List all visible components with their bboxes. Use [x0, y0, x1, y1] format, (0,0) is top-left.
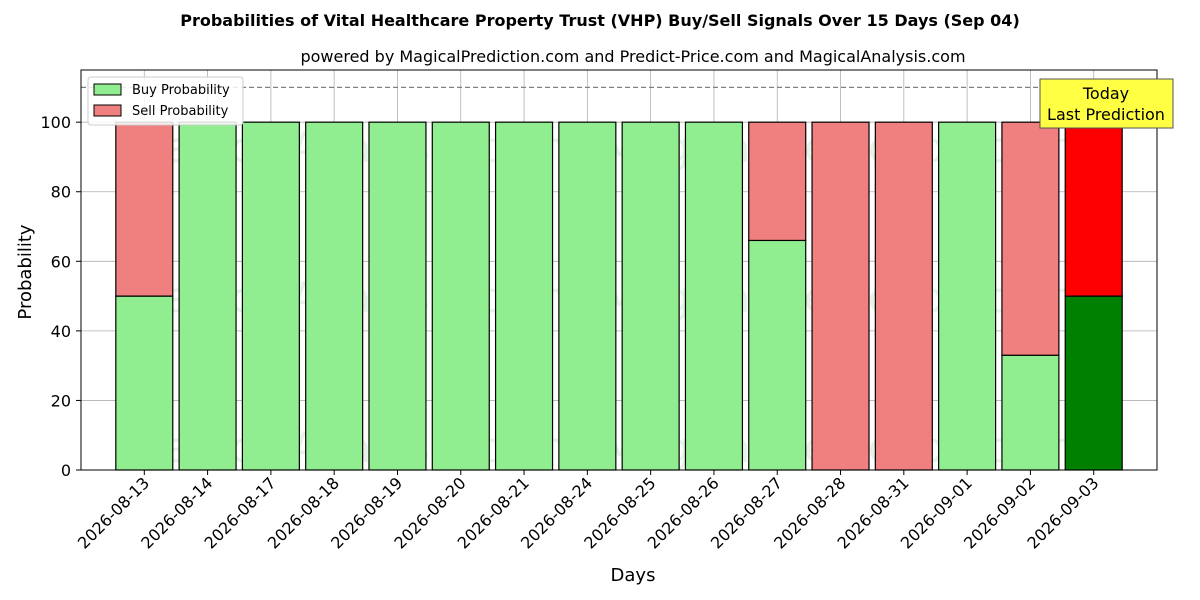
legend-swatch	[93, 104, 122, 117]
legend: Buy Probability Sell Probability	[87, 76, 244, 126]
sell-bar	[811, 121, 870, 471]
buy-bar	[368, 121, 427, 471]
y-tick-label: 0	[61, 461, 71, 480]
buy-bar	[621, 121, 680, 471]
annotation-box	[1039, 78, 1174, 129]
buy-bar	[938, 121, 997, 471]
sell-bar	[874, 121, 933, 471]
sell-bar	[1064, 121, 1123, 297]
chart-subtitle: powered by MagicalPrediction.com and Pre…	[300, 47, 965, 66]
y-axis-label: Probability	[15, 224, 36, 319]
y-tick-label: 20	[51, 391, 71, 410]
buy-bar	[178, 121, 237, 471]
sell-bar	[748, 121, 807, 242]
buy-bar	[305, 121, 364, 471]
buy-bar	[241, 121, 300, 471]
buy-bar	[558, 121, 617, 471]
buy-bar	[115, 295, 174, 471]
buy-bar	[684, 121, 744, 471]
buy-bar	[748, 239, 807, 471]
y-tick-label: 60	[51, 252, 71, 271]
y-tick-label: 80	[51, 183, 71, 202]
chart-title: Probabilities of Vital Healthcare Proper…	[180, 11, 1020, 30]
plot-frame	[80, 69, 1158, 471]
buy-bar	[1064, 295, 1123, 471]
buy-bar	[431, 121, 490, 471]
today-annotation: Today Last Prediction	[1039, 78, 1174, 129]
buy-bar	[1001, 354, 1060, 471]
legend-label: Buy Probability	[132, 83, 230, 98]
sell-bar	[115, 121, 174, 297]
sell-bar	[1001, 121, 1060, 356]
y-tick-label: 40	[51, 322, 71, 341]
legend-box	[87, 76, 244, 126]
y-tick-label: 100	[40, 113, 71, 132]
buy-bar	[494, 121, 554, 471]
x-axis-label: Days	[611, 565, 656, 586]
legend-label: Sell Probability	[132, 104, 229, 119]
legend-swatch	[93, 83, 122, 96]
annotation-line-1: Today	[1082, 84, 1129, 103]
bars-layer	[115, 121, 1123, 471]
annotation-line-2: Last Prediction	[1047, 105, 1165, 124]
